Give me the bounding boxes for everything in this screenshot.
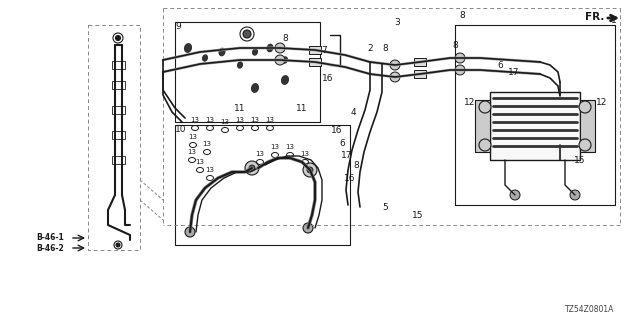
Text: 13: 13: [236, 117, 244, 123]
Text: 1: 1: [611, 15, 617, 25]
Text: 7: 7: [321, 45, 327, 54]
Text: 5: 5: [382, 203, 388, 212]
Text: 13: 13: [189, 134, 198, 140]
Circle shape: [570, 190, 580, 200]
Text: B-46-1: B-46-1: [36, 233, 64, 242]
Text: 15: 15: [412, 211, 424, 220]
Bar: [112, 156, 125, 164]
Text: 13: 13: [202, 141, 211, 147]
Bar: [309, 46, 321, 54]
Circle shape: [303, 163, 317, 177]
Text: 11: 11: [296, 103, 308, 113]
Text: 13: 13: [188, 149, 196, 155]
Text: 17: 17: [508, 68, 520, 76]
Text: 13: 13: [191, 117, 200, 123]
Text: 11: 11: [234, 103, 246, 113]
Bar: [475, 100, 490, 152]
Text: B-46-2: B-46-2: [36, 244, 64, 252]
Circle shape: [245, 161, 259, 175]
Circle shape: [579, 101, 591, 113]
Text: 8: 8: [282, 34, 288, 43]
Circle shape: [249, 165, 255, 171]
Circle shape: [275, 43, 285, 53]
Circle shape: [307, 167, 313, 173]
Text: 12: 12: [596, 98, 608, 107]
Text: 8: 8: [382, 44, 388, 52]
Ellipse shape: [251, 83, 259, 93]
Text: 15: 15: [574, 156, 586, 164]
Bar: [112, 131, 125, 139]
Text: 4: 4: [350, 108, 356, 116]
Bar: [414, 70, 426, 78]
Circle shape: [579, 139, 591, 151]
Text: 8: 8: [459, 11, 465, 20]
Text: 13: 13: [266, 117, 275, 123]
Circle shape: [115, 36, 120, 41]
Text: 3: 3: [394, 18, 400, 27]
Circle shape: [479, 139, 491, 151]
Bar: [175, 125, 350, 245]
Text: 8: 8: [353, 161, 359, 170]
Circle shape: [243, 30, 251, 38]
Text: 9: 9: [175, 22, 180, 31]
Circle shape: [455, 65, 465, 75]
Text: 13: 13: [301, 151, 310, 157]
Bar: [309, 58, 321, 66]
Text: 10: 10: [175, 125, 186, 134]
Ellipse shape: [202, 54, 208, 62]
Circle shape: [275, 55, 285, 65]
Circle shape: [116, 243, 120, 247]
Ellipse shape: [184, 43, 192, 53]
Circle shape: [185, 227, 195, 237]
Text: 8: 8: [452, 41, 458, 50]
Text: 13: 13: [195, 159, 205, 165]
Text: 17: 17: [341, 150, 353, 159]
Text: 13: 13: [221, 119, 230, 125]
Bar: [112, 61, 125, 69]
Bar: [414, 58, 426, 66]
Ellipse shape: [266, 44, 273, 52]
Circle shape: [390, 60, 400, 70]
Ellipse shape: [281, 75, 289, 85]
Bar: [490, 92, 580, 160]
Bar: [175, 22, 320, 122]
Ellipse shape: [218, 48, 225, 56]
Text: 6: 6: [339, 139, 345, 148]
Text: 13: 13: [250, 117, 259, 123]
Text: 16: 16: [323, 74, 333, 83]
Text: 16: 16: [344, 173, 356, 182]
Text: 6: 6: [497, 60, 503, 69]
Circle shape: [510, 190, 520, 200]
Circle shape: [390, 72, 400, 82]
Text: 13: 13: [205, 117, 214, 123]
Bar: [580, 100, 595, 152]
Bar: [88, 25, 140, 250]
Text: 13: 13: [285, 144, 294, 150]
Text: 12: 12: [464, 98, 476, 107]
Ellipse shape: [282, 56, 288, 64]
Bar: [112, 106, 125, 114]
Bar: [112, 81, 125, 89]
Text: 13: 13: [271, 144, 280, 150]
Text: 13: 13: [205, 167, 214, 173]
Text: 2: 2: [367, 44, 373, 52]
Circle shape: [455, 53, 465, 63]
Text: TZ54Z0801A: TZ54Z0801A: [565, 306, 614, 315]
Text: FR.: FR.: [584, 12, 604, 22]
Text: 13: 13: [255, 151, 264, 157]
Ellipse shape: [237, 61, 243, 69]
Circle shape: [303, 223, 313, 233]
Text: 16: 16: [332, 125, 343, 134]
Ellipse shape: [252, 48, 258, 56]
Circle shape: [479, 101, 491, 113]
